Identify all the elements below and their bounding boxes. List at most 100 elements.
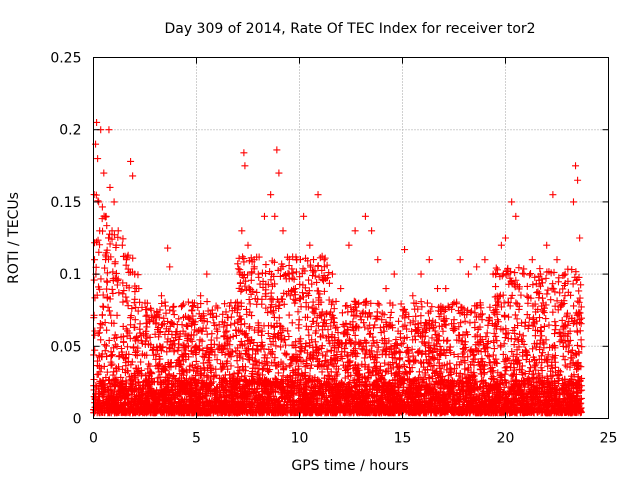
- scatter-point: [483, 329, 491, 337]
- scatter-point: [128, 305, 136, 313]
- scatter-point: [227, 321, 235, 329]
- scatter-point: [527, 269, 535, 277]
- scatter-point: [387, 308, 395, 316]
- scatter-point: [497, 303, 505, 311]
- scatter-point: [122, 293, 130, 301]
- scatter-point: [299, 265, 307, 273]
- scatter-point: [274, 369, 282, 377]
- scatter-point: [500, 358, 508, 366]
- scatter-point: [323, 348, 331, 356]
- scatter-point: [367, 347, 375, 355]
- scatter-point: [311, 309, 319, 317]
- scatter-point: [542, 301, 550, 309]
- scatter-point: [199, 359, 207, 367]
- scatter-point: [269, 296, 277, 304]
- scatter-point: [109, 371, 117, 379]
- scatter-point: [537, 364, 545, 372]
- scatter-point: [119, 290, 127, 298]
- scatter-point: [533, 317, 541, 325]
- scatter-point: [451, 325, 459, 333]
- scatter-point: [285, 333, 293, 341]
- scatter-point: [443, 337, 451, 345]
- scatter-point: [266, 303, 274, 311]
- scatter-point: [280, 300, 288, 308]
- scatter-point: [222, 328, 230, 336]
- scatter-point: [98, 203, 106, 211]
- scatter-point: [403, 344, 411, 352]
- scatter-point: [374, 343, 382, 351]
- chart-title: Day 309 of 2014, Rate Of TEC Index for r…: [164, 21, 535, 37]
- scatter-point: [214, 304, 222, 312]
- scatter-point: [258, 327, 266, 335]
- scatter-point: [536, 314, 544, 322]
- scatter-point: [556, 289, 564, 297]
- scatter-point: [365, 309, 373, 317]
- scatter-point: [288, 319, 296, 327]
- scatter-point: [557, 302, 565, 310]
- scatter-point: [455, 323, 463, 331]
- scatter-point: [519, 269, 527, 277]
- scatter-point: [258, 269, 266, 277]
- scatter-point: [378, 309, 386, 317]
- scatter-point: [559, 285, 567, 293]
- scatter-point: [219, 310, 227, 318]
- scatter-point: [178, 302, 186, 310]
- scatter-point: [282, 341, 290, 349]
- scatter-point: [175, 315, 183, 323]
- scatter-point: [362, 350, 370, 358]
- scatter-point: [91, 346, 99, 354]
- scatter-point: [511, 269, 519, 277]
- scatter-point: [577, 320, 585, 328]
- scatter-point: [466, 319, 474, 327]
- scatter-point: [119, 279, 127, 287]
- scatter-point: [105, 336, 113, 344]
- scatter-point: [515, 264, 523, 272]
- scatter-point: [405, 358, 413, 366]
- scatter-point: [539, 307, 547, 315]
- scatter-point: [174, 347, 182, 355]
- scatter-point: [258, 331, 266, 339]
- scatter-point: [120, 287, 128, 295]
- scatter-point: [124, 343, 132, 351]
- scatter-point: [279, 372, 287, 380]
- scatter-point: [105, 234, 113, 242]
- scatter-point: [509, 326, 517, 334]
- scatter-point: [577, 281, 585, 289]
- scatter-point: [575, 287, 583, 295]
- scatter-point: [517, 291, 525, 299]
- scatter-point: [197, 300, 205, 308]
- scatter-point: [295, 321, 303, 329]
- scatter-point: [538, 332, 546, 340]
- scatter-point: [451, 365, 459, 373]
- scatter-point: [573, 327, 581, 335]
- scatter-point: [551, 330, 559, 338]
- scatter-point: [318, 342, 326, 350]
- scatter-point: [378, 316, 386, 324]
- scatter-point: [247, 276, 255, 284]
- scatter-point: [508, 291, 516, 299]
- scatter-point: [107, 311, 115, 319]
- scatter-point: [267, 276, 275, 284]
- scatter-point: [279, 295, 287, 303]
- scatter-point: [272, 342, 280, 350]
- scatter-point: [324, 326, 332, 334]
- scatter-point: [192, 342, 200, 350]
- scatter-point: [531, 273, 539, 281]
- scatter-point: [234, 265, 242, 273]
- scatter-point: [246, 300, 254, 308]
- scatter-point: [90, 276, 98, 284]
- scatter-point: [515, 336, 523, 344]
- scatter-point: [309, 298, 317, 306]
- scatter-point: [327, 322, 335, 330]
- scatter-point: [381, 359, 389, 367]
- scatter-point: [367, 329, 375, 337]
- scatter-point: [569, 319, 577, 327]
- scatter-point: [565, 341, 573, 349]
- scatter-point: [105, 307, 113, 315]
- scatter-point: [166, 345, 174, 353]
- scatter-point: [391, 349, 399, 357]
- scatter-point: [95, 329, 103, 337]
- scatter-point: [262, 304, 270, 312]
- scatter-point: [525, 314, 533, 322]
- scatter-point: [309, 317, 317, 325]
